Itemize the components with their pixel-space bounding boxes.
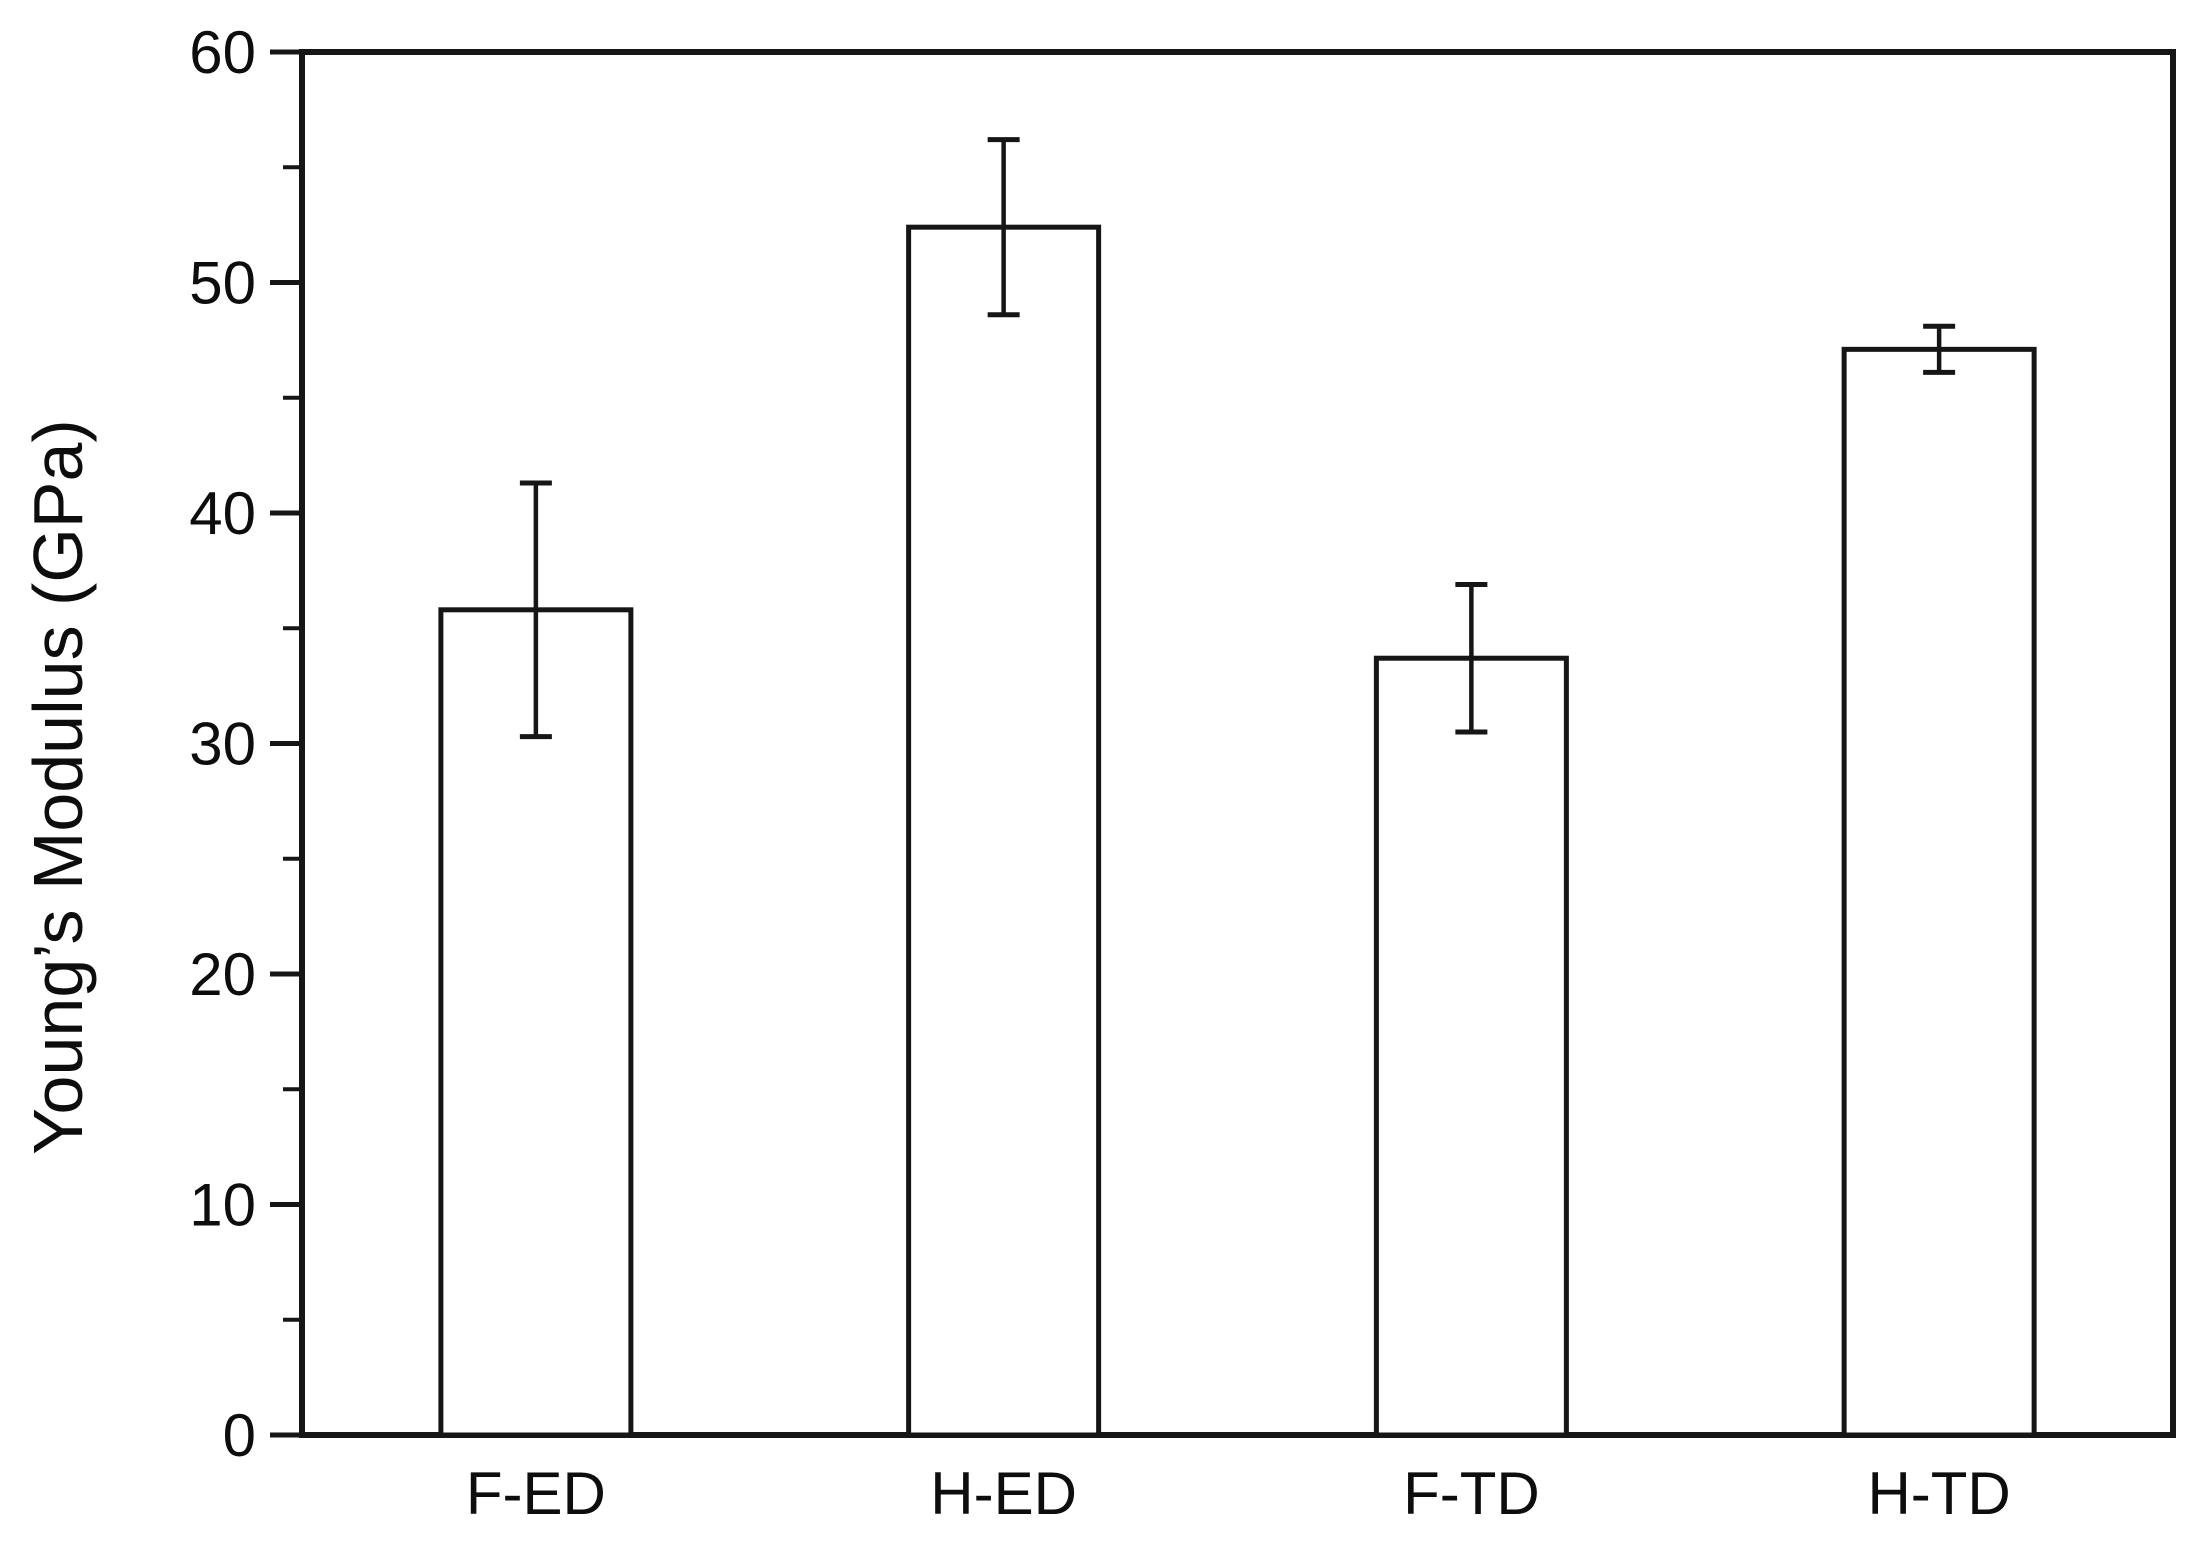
y-tick-label: 10 <box>189 1172 256 1239</box>
x-category-label-h-ed: H-ED <box>930 1460 1077 1527</box>
y-tick-label: 60 <box>189 19 256 86</box>
y-tick-label: 50 <box>189 250 256 317</box>
y-tick-label: 40 <box>189 480 256 547</box>
bar-h-ed <box>906 224 1102 1438</box>
bar-f-ed <box>438 607 634 1438</box>
plot-border <box>299 49 2176 1438</box>
x-category-label-f-ed: F-ED <box>466 1460 606 1527</box>
bar-h-td <box>1841 346 2037 1438</box>
x-category-label-h-td: H-TD <box>1867 1460 2010 1527</box>
y-tick-label: 30 <box>189 711 256 778</box>
y-axis-title: Young’s Modulus (GPa) <box>19 419 97 1154</box>
y-tick-label: 20 <box>189 941 256 1008</box>
x-category-label-f-td: F-TD <box>1403 1460 1540 1527</box>
y-tick-label: 0 <box>223 1402 256 1469</box>
bar-f-td <box>1373 655 1569 1438</box>
plot-area: 0 10 20 30 40 50 60 F-ED H-ED F-TD H-TD <box>189 19 2176 1527</box>
